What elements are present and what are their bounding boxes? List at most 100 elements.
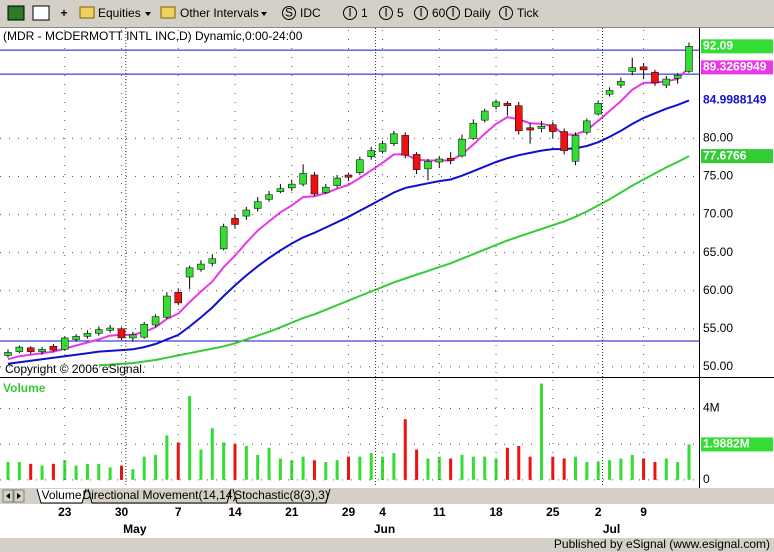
candle-body [651, 71, 659, 84]
candle-body [673, 74, 682, 79]
candle-body [265, 194, 273, 200]
toolbar-button-icon-letter: I [348, 6, 351, 20]
candle-body [367, 150, 375, 157]
toolbar-button-label[interactable]: 5 [397, 6, 404, 20]
candle-body [458, 138, 466, 157]
dropdown-arrow[interactable] [261, 12, 267, 16]
candle-body [424, 161, 432, 170]
volume-bar [619, 458, 623, 480]
candle-body [276, 188, 285, 192]
toolbar-button-icon[interactable] [379, 6, 393, 20]
icon-folder [160, 6, 176, 19]
value-label: 1.9882M [703, 437, 750, 451]
footer-bar [0, 538, 774, 552]
icon-page[interactable] [32, 5, 50, 21]
value-label: 77.6766 [703, 148, 747, 162]
volume-bar [335, 460, 339, 480]
scroll-left-arrow [6, 493, 10, 499]
toolbar-button-icon[interactable] [343, 6, 357, 20]
month-label: May [123, 522, 147, 536]
toolbar-button-icon-letter: S [285, 6, 293, 20]
candle-body [662, 78, 671, 86]
volume-bar [642, 458, 646, 480]
chart-area [0, 27, 774, 488]
candle-body [95, 329, 103, 334]
tab[interactable] [232, 488, 331, 504]
candle-body [117, 328, 126, 339]
volume-bar [120, 465, 123, 480]
candle-body [515, 105, 523, 132]
volume-bar [154, 454, 158, 480]
volume-bar [210, 428, 214, 480]
volume-bar [369, 453, 373, 480]
volume-bar [676, 462, 680, 480]
candle-body [219, 226, 228, 250]
value-label-box [701, 437, 773, 452]
value-label-box [701, 149, 773, 164]
volume-bar [301, 456, 305, 480]
toolbar-button-label[interactable]: Daily [464, 6, 491, 20]
toolbar-button-icon[interactable] [414, 6, 428, 20]
icon-plus[interactable]: + [60, 6, 67, 20]
toolbar-button-label[interactable]: Tick [517, 6, 540, 20]
candle-body [537, 125, 546, 129]
volume-bar [653, 462, 657, 480]
icon-chart[interactable] [7, 5, 25, 21]
moving-average-line [98, 155, 690, 367]
volume-bar [471, 456, 475, 480]
candle-body [571, 135, 580, 162]
candle-body [503, 103, 512, 106]
y-tick-label: 60.00 [703, 283, 733, 297]
x-tick-label: 23 [58, 505, 72, 519]
tab[interactable] [87, 488, 232, 504]
y-tick-label: 70.00 [703, 207, 733, 221]
volume-bar [392, 453, 396, 480]
volume-title: Volume [3, 381, 46, 395]
volume-bar [551, 456, 555, 480]
volume-bar [74, 465, 78, 480]
toolbar-button-icon-letter: I [451, 6, 454, 20]
icon-folder [79, 6, 95, 19]
tab[interactable] [36, 488, 87, 504]
candle-body [526, 127, 534, 131]
x-tick-label: 21 [285, 505, 299, 519]
x-tick-label: 7 [175, 505, 182, 519]
month-label: Jul [603, 522, 620, 536]
toolbar-button-icon[interactable] [446, 6, 460, 20]
volume-bar [449, 458, 453, 480]
tab-label[interactable]: Directional Movement(14,14) [82, 488, 236, 502]
volume-bar [562, 458, 566, 480]
candle-body [72, 336, 80, 340]
toolbar-button-icon[interactable] [282, 6, 296, 20]
intervals-button[interactable]: Other Intervals [180, 6, 259, 20]
toolbar-button-label[interactable]: 1 [361, 6, 368, 20]
copyright: Copyright © 2006 eSignal. [5, 362, 145, 376]
volume-bar [222, 442, 226, 480]
toolbar-button-label[interactable]: IDC [300, 6, 321, 20]
candle-body [208, 258, 217, 264]
volume-bar [483, 456, 487, 480]
tab-label[interactable]: Stochastic(8(3),3) [234, 488, 329, 502]
volume-bar [539, 383, 543, 480]
dropdown-arrow[interactable] [145, 12, 151, 16]
volume-bar [40, 465, 44, 480]
x-tick-label: 18 [489, 505, 503, 519]
candle-body [197, 263, 205, 270]
volume-bar [664, 458, 668, 480]
candle-body [333, 177, 341, 186]
candle-body [617, 81, 625, 86]
candle-body [628, 67, 636, 72]
candle-body [151, 316, 160, 326]
toolbar-button-label[interactable]: 60 [432, 6, 446, 20]
volume-bar [415, 449, 419, 480]
volume-bar [460, 454, 464, 480]
volume-bar [165, 435, 169, 480]
chart-title: (MDR - MCDERMOTT INTL INC,D) Dynamic,0:0… [3, 29, 303, 43]
tab-label[interactable]: Volume [41, 488, 81, 502]
toolbar-button-icon[interactable] [499, 6, 513, 20]
equities-button[interactable]: Equities [98, 6, 141, 20]
volume-bar [585, 462, 589, 480]
candle-body [583, 120, 591, 133]
candle-body [344, 174, 353, 178]
